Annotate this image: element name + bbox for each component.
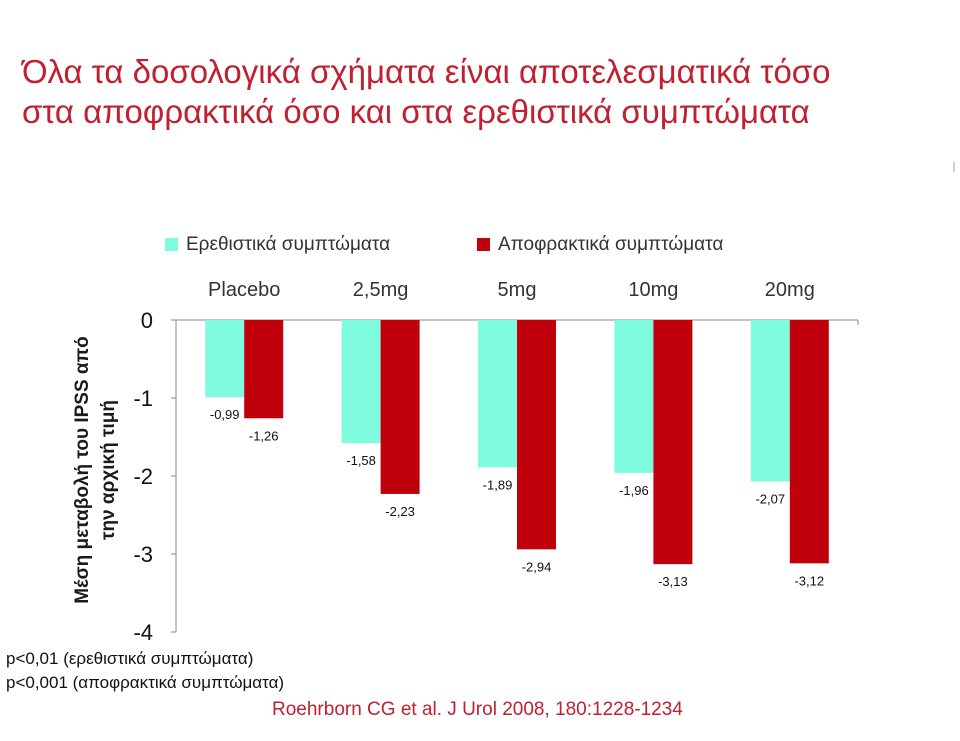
bar-irritative	[205, 320, 245, 398]
bar-obstructive	[244, 320, 284, 419]
y-tick-label: -2	[133, 464, 153, 489]
y-tick-label: -4	[133, 620, 153, 645]
x-category-label: 5mg	[498, 279, 537, 301]
x-category-label: 10mg	[628, 279, 678, 301]
legend-item-obstructive: Αποφρακτικά συμπτώματα	[477, 234, 723, 256]
bar-irritative	[614, 320, 654, 473]
data-label: -2,07	[755, 491, 785, 506]
x-category-label: Placebo	[208, 279, 280, 301]
slide-title: Όλα τα δοσολογικά σχήματα είναι αποτελεσ…	[22, 52, 942, 132]
legend-swatch-irritative	[165, 238, 178, 251]
citation: Roehrborn CG et al. J Urol 2008, 180:122…	[272, 699, 683, 720]
bar-irritative	[750, 320, 790, 482]
data-label: -3,13	[658, 574, 688, 589]
legend-label-obstructive: Αποφρακτικά συμπτώματα	[498, 234, 724, 255]
x-category-label: 20mg	[765, 279, 815, 301]
footnote-line-1: p<0,01 (ερεθιστικά συμπτώματα)	[6, 649, 254, 668]
data-label: -0,99	[210, 407, 240, 422]
data-label: -1,58	[346, 453, 376, 468]
title-line-1: Όλα τα δοσολογικά σχήματα είναι αποτελεσ…	[22, 53, 831, 90]
data-label: -2,23	[385, 504, 415, 519]
bar-irritative	[341, 320, 381, 444]
corner-mark	[953, 162, 955, 172]
data-label: -1,96	[619, 483, 649, 498]
y-tick-label: -3	[133, 542, 153, 567]
footnote: p<0,01 (ερεθιστικά συμπτώματα) p<0,001 (…	[6, 647, 284, 695]
footnote-line-2: p<0,001 (αποφρακτικά συμπτώματα)	[6, 673, 285, 692]
data-label: -1,26	[249, 428, 279, 443]
y-tick-label: 0	[141, 308, 153, 333]
title-line-2: στα αποφρακτικά όσο και στα ερεθιστικά σ…	[22, 93, 810, 130]
bar-obstructive	[653, 320, 693, 565]
bar-obstructive	[380, 320, 420, 494]
data-label: -1,89	[483, 477, 513, 492]
bar-irritative	[478, 320, 517, 468]
legend-item-irritative: Ερεθιστικά συμπτώματα	[165, 234, 390, 256]
legend-label-irritative: Ερεθιστικά συμπτώματα	[186, 234, 391, 255]
legend-swatch-obstructive	[477, 238, 490, 251]
bar-obstructive	[517, 320, 556, 550]
x-category-label: 2,5mg	[353, 279, 409, 301]
data-label: -3,12	[794, 573, 824, 588]
bar-obstructive	[789, 320, 829, 564]
data-label: -2,94	[522, 559, 552, 574]
y-tick-label: -1	[133, 386, 153, 411]
